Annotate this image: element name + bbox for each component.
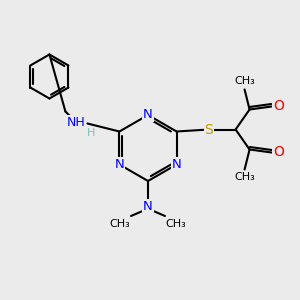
Text: CH₃: CH₃ xyxy=(234,76,255,86)
Text: N: N xyxy=(143,200,153,212)
Text: H: H xyxy=(87,128,96,139)
Text: CH₃: CH₃ xyxy=(110,219,130,229)
Text: N: N xyxy=(143,109,153,122)
Text: N: N xyxy=(172,158,182,171)
Text: S: S xyxy=(204,122,213,136)
Text: CH₃: CH₃ xyxy=(166,219,186,229)
Text: O: O xyxy=(273,146,284,160)
Text: N: N xyxy=(115,158,124,171)
Text: O: O xyxy=(273,100,284,113)
Text: CH₃: CH₃ xyxy=(234,172,255,182)
Text: NH: NH xyxy=(67,116,85,129)
